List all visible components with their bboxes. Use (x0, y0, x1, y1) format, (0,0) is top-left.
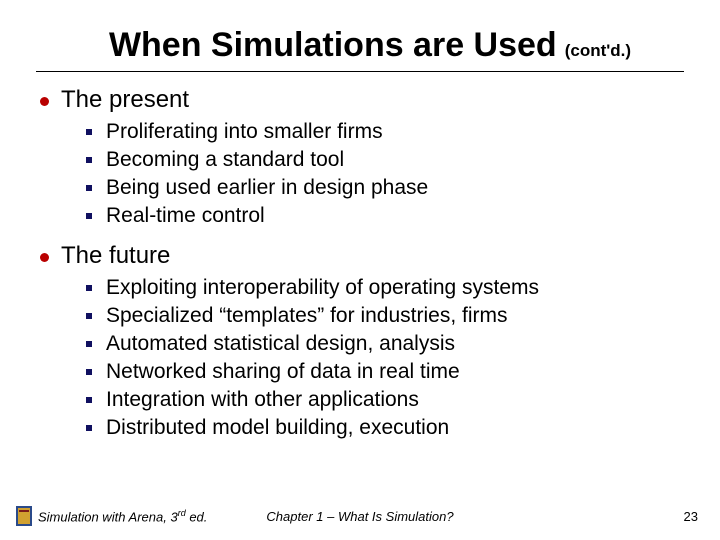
bullet-disc-icon (40, 253, 49, 262)
section-label: The present (61, 86, 189, 114)
sub-label: Automated statistical design, analysis (106, 332, 455, 356)
bullet-square-icon (86, 425, 92, 431)
section-label: The future (61, 242, 170, 270)
sub-label: Proliferating into smaller firms (106, 120, 383, 144)
list-item: Proliferating into smaller firms (86, 120, 684, 144)
list-item: Networked sharing of data in real time (86, 360, 684, 384)
sub-list: Proliferating into smaller firms Becomin… (40, 120, 684, 228)
section-row: The future (40, 242, 684, 270)
slide-title: When Simulations are Used (109, 26, 557, 65)
sub-label: Real-time control (106, 204, 265, 228)
title-row: When Simulations are Used (cont'd.) (36, 26, 684, 65)
bullet-square-icon (86, 369, 92, 375)
sub-list: Exploiting interoperability of operating… (40, 276, 684, 440)
bullet-square-icon (86, 129, 92, 135)
content: The present Proliferating into smaller f… (36, 86, 684, 440)
sub-label: Distributed model building, execution (106, 416, 449, 440)
list-item: Real-time control (86, 204, 684, 228)
list-item: Automated statistical design, analysis (86, 332, 684, 356)
list-item: Becoming a standard tool (86, 148, 684, 172)
list-item: Distributed model building, execution (86, 416, 684, 440)
list-item: Integration with other applications (86, 388, 684, 412)
list-item: Being used earlier in design phase (86, 176, 684, 200)
title-rule (36, 71, 684, 72)
footer-page: 23 (684, 509, 698, 524)
bullet-square-icon (86, 397, 92, 403)
sub-label: Specialized “templates” for industries, … (106, 304, 507, 328)
section-row: The present (40, 86, 684, 114)
list-item: Specialized “templates” for industries, … (86, 304, 684, 328)
bullet-square-icon (86, 213, 92, 219)
footer-chapter: Chapter 1 – What Is Simulation? (0, 509, 720, 524)
bullet-square-icon (86, 285, 92, 291)
bullet-square-icon (86, 313, 92, 319)
section-future: The future Exploiting interoperability o… (40, 242, 684, 440)
list-item: Exploiting interoperability of operating… (86, 276, 684, 300)
section-present: The present Proliferating into smaller f… (40, 86, 684, 228)
sub-label: Being used earlier in design phase (106, 176, 428, 200)
bullet-square-icon (86, 341, 92, 347)
slide-contd: (cont'd.) (565, 41, 631, 61)
sub-label: Becoming a standard tool (106, 148, 344, 172)
slide: When Simulations are Used (cont'd.) The … (0, 0, 720, 540)
sub-label: Networked sharing of data in real time (106, 360, 460, 384)
bullet-disc-icon (40, 97, 49, 106)
sub-label: Exploiting interoperability of operating… (106, 276, 539, 300)
bullet-square-icon (86, 185, 92, 191)
footer: Simulation with Arena, 3rd ed. Chapter 1… (0, 506, 720, 526)
bullet-square-icon (86, 157, 92, 163)
sub-label: Integration with other applications (106, 388, 419, 412)
